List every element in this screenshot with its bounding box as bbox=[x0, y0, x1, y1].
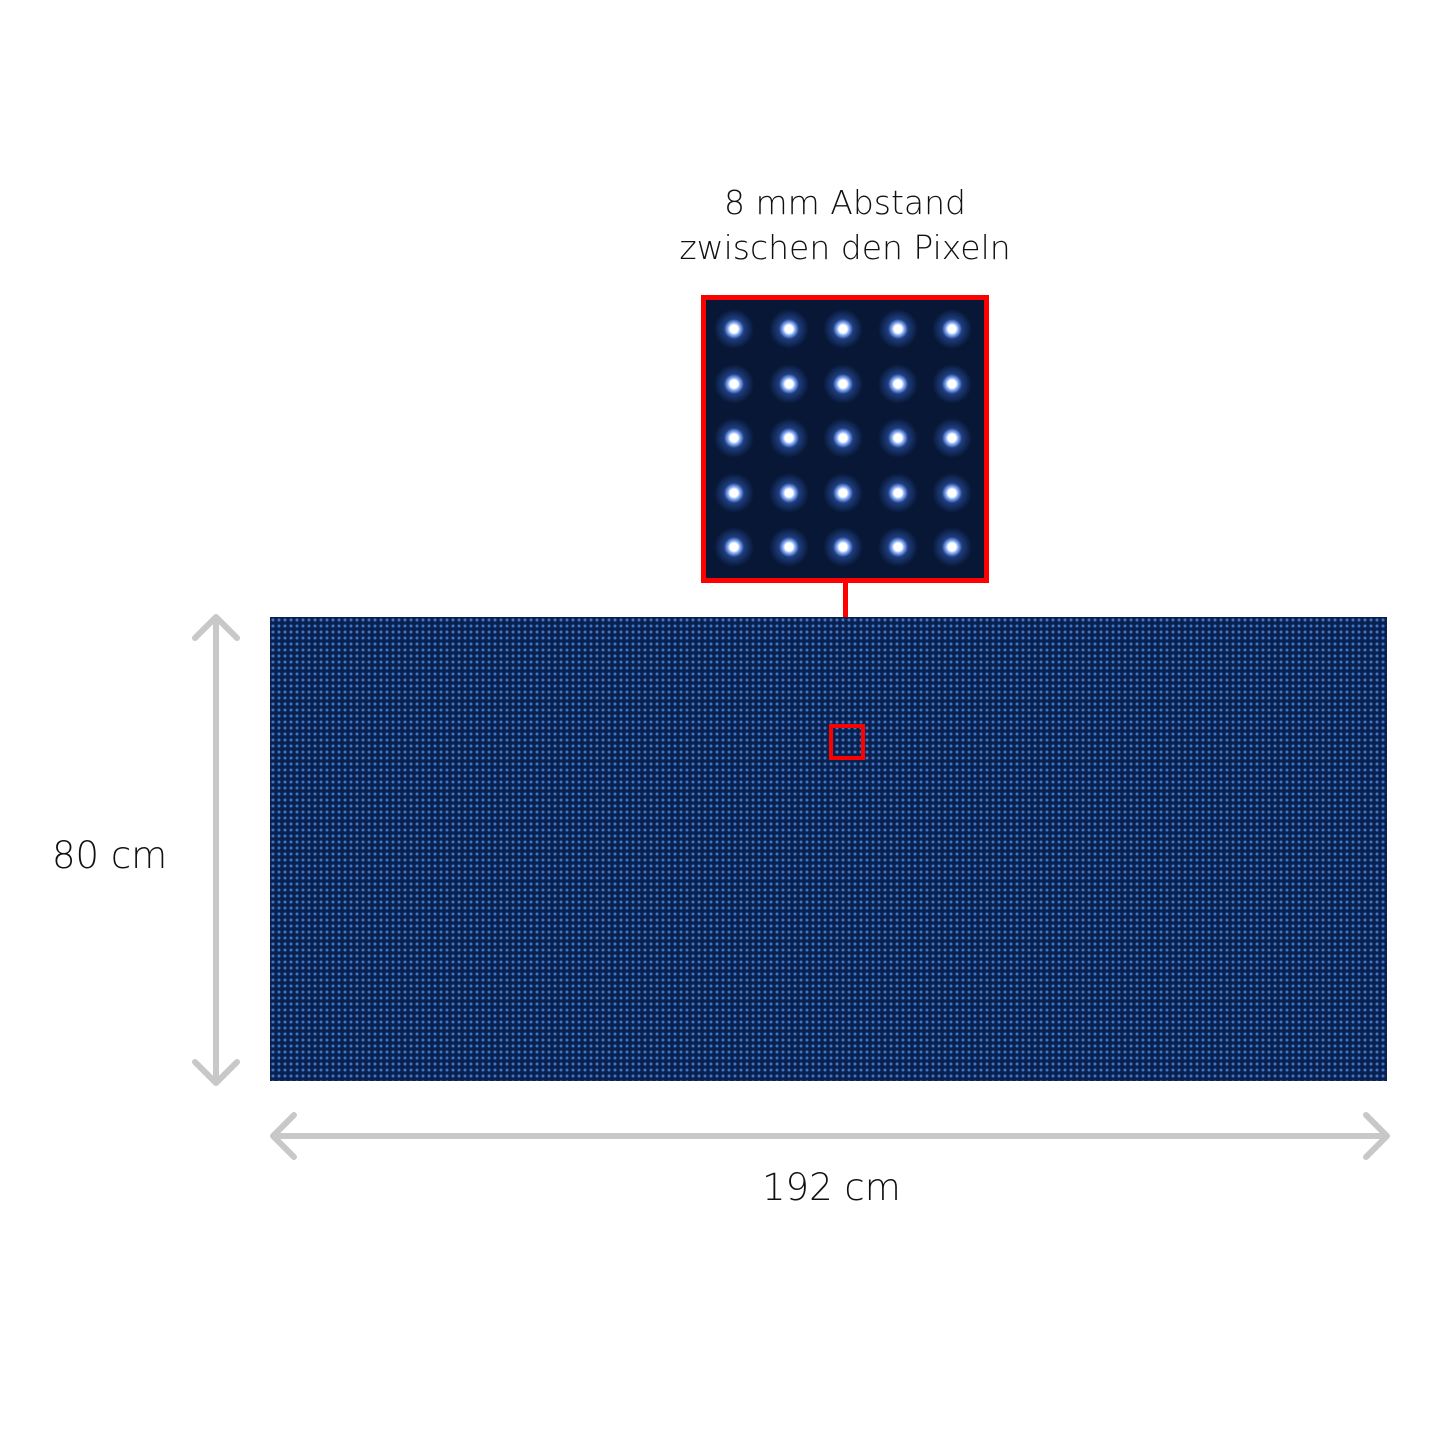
led-pixel bbox=[932, 309, 972, 349]
height-arrow-icon bbox=[192, 614, 240, 1086]
zoom-region-marker bbox=[829, 724, 865, 760]
height-label: 80 cm bbox=[52, 834, 168, 877]
led-pixel bbox=[768, 309, 809, 349]
led-pixel bbox=[877, 363, 918, 404]
caption-line-1: 8 mm Abstand bbox=[723, 183, 966, 222]
pixel-zoom-inset bbox=[701, 295, 989, 583]
pixel-pitch-caption: 8 mm Abstand zwischen den Pixeln bbox=[645, 180, 1045, 270]
led-pixel bbox=[768, 472, 809, 513]
led-pixel bbox=[877, 472, 918, 513]
led-pixel bbox=[932, 472, 972, 513]
led-pixel bbox=[714, 363, 754, 404]
led-pixel bbox=[768, 363, 809, 404]
led-panel bbox=[270, 617, 1387, 1081]
led-pixel bbox=[714, 527, 754, 567]
led-pixel bbox=[823, 472, 863, 513]
led-pixel bbox=[932, 527, 972, 567]
led-pixel bbox=[768, 527, 809, 567]
led-pixel bbox=[823, 527, 863, 567]
caption-line-2: zwischen den Pixeln bbox=[679, 228, 1011, 267]
led-pixel bbox=[877, 527, 918, 567]
led-pixel bbox=[823, 418, 863, 458]
led-pixel bbox=[823, 363, 863, 404]
led-pixel bbox=[932, 418, 972, 458]
led-pixel bbox=[768, 418, 809, 458]
led-pixel bbox=[932, 363, 972, 404]
led-pixel bbox=[823, 309, 863, 349]
led-pixel bbox=[714, 418, 754, 458]
led-pixel bbox=[714, 472, 754, 513]
led-pixel bbox=[877, 418, 918, 458]
width-arrow-icon bbox=[270, 1112, 1390, 1160]
width-label: 192 cm bbox=[762, 1166, 901, 1209]
led-pixel bbox=[877, 309, 918, 349]
led-pixel bbox=[714, 309, 754, 349]
